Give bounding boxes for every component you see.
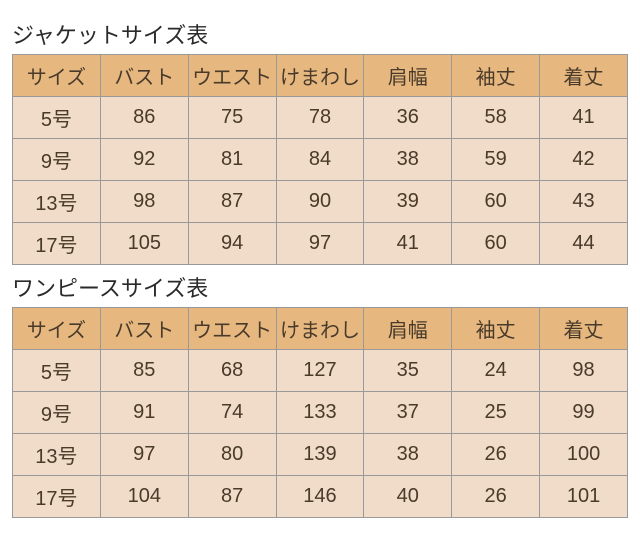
cell: 17号: [13, 223, 101, 265]
cell: 9号: [13, 392, 101, 434]
col-header: バスト: [100, 308, 188, 350]
cell: 100: [540, 434, 628, 476]
cell: 105: [100, 223, 188, 265]
cell: 5号: [13, 97, 101, 139]
table-row: 9号 91 74 133 37 25 99: [13, 392, 628, 434]
cell: 44: [540, 223, 628, 265]
table-row: 5号 85 68 127 35 24 98: [13, 350, 628, 392]
cell: 75: [188, 97, 276, 139]
cell: 13号: [13, 181, 101, 223]
cell: 99: [540, 392, 628, 434]
cell: 101: [540, 476, 628, 518]
cell: 84: [276, 139, 364, 181]
cell: 9号: [13, 139, 101, 181]
table-row: 17号 105 94 97 41 60 44: [13, 223, 628, 265]
cell: 98: [100, 181, 188, 223]
col-header: ウエスト: [188, 55, 276, 97]
cell: 91: [100, 392, 188, 434]
col-header: 袖丈: [452, 308, 540, 350]
cell: 35: [364, 350, 452, 392]
cell: 43: [540, 181, 628, 223]
cell: 26: [452, 476, 540, 518]
cell: 26: [452, 434, 540, 476]
cell: 74: [188, 392, 276, 434]
table-header-row: サイズ バスト ウエスト けまわし 肩幅 袖丈 着丈: [13, 55, 628, 97]
cell: 104: [100, 476, 188, 518]
cell: 92: [100, 139, 188, 181]
cell: 127: [276, 350, 364, 392]
cell: 97: [100, 434, 188, 476]
cell: 94: [188, 223, 276, 265]
table-header-row: サイズ バスト ウエスト けまわし 肩幅 袖丈 着丈: [13, 308, 628, 350]
cell: 42: [540, 139, 628, 181]
col-header: 袖丈: [452, 55, 540, 97]
col-header: 着丈: [540, 308, 628, 350]
cell: 81: [188, 139, 276, 181]
cell: 17号: [13, 476, 101, 518]
cell: 58: [452, 97, 540, 139]
cell: 87: [188, 181, 276, 223]
col-header: 着丈: [540, 55, 628, 97]
cell: 38: [364, 139, 452, 181]
col-header: ウエスト: [188, 308, 276, 350]
cell: 90: [276, 181, 364, 223]
cell: 40: [364, 476, 452, 518]
table-row: 17号 104 87 146 40 26 101: [13, 476, 628, 518]
cell: 36: [364, 97, 452, 139]
table-row: 13号 97 80 139 38 26 100: [13, 434, 628, 476]
cell: 24: [452, 350, 540, 392]
col-header: サイズ: [13, 308, 101, 350]
cell: 98: [540, 350, 628, 392]
col-header: 肩幅: [364, 55, 452, 97]
onepiece-size-title: ワンピースサイズ表: [12, 271, 628, 303]
col-header: けまわし: [276, 308, 364, 350]
table-row: 5号 86 75 78 36 58 41: [13, 97, 628, 139]
col-header: 肩幅: [364, 308, 452, 350]
cell: 139: [276, 434, 364, 476]
onepiece-size-table: サイズ バスト ウエスト けまわし 肩幅 袖丈 着丈 5号 85 68 127 …: [12, 307, 628, 518]
cell: 80: [188, 434, 276, 476]
jacket-size-table: サイズ バスト ウエスト けまわし 肩幅 袖丈 着丈 5号 86 75 78 3…: [12, 54, 628, 265]
cell: 59: [452, 139, 540, 181]
cell: 37: [364, 392, 452, 434]
cell: 97: [276, 223, 364, 265]
table-row: 13号 98 87 90 39 60 43: [13, 181, 628, 223]
cell: 41: [364, 223, 452, 265]
cell: 25: [452, 392, 540, 434]
cell: 133: [276, 392, 364, 434]
cell: 60: [452, 223, 540, 265]
cell: 87: [188, 476, 276, 518]
cell: 68: [188, 350, 276, 392]
col-header: けまわし: [276, 55, 364, 97]
jacket-size-title: ジャケットサイズ表: [12, 18, 628, 50]
table-row: 9号 92 81 84 38 59 42: [13, 139, 628, 181]
cell: 41: [540, 97, 628, 139]
cell: 13号: [13, 434, 101, 476]
cell: 86: [100, 97, 188, 139]
cell: 60: [452, 181, 540, 223]
col-header: サイズ: [13, 55, 101, 97]
col-header: バスト: [100, 55, 188, 97]
cell: 85: [100, 350, 188, 392]
cell: 78: [276, 97, 364, 139]
cell: 146: [276, 476, 364, 518]
cell: 5号: [13, 350, 101, 392]
cell: 38: [364, 434, 452, 476]
cell: 39: [364, 181, 452, 223]
